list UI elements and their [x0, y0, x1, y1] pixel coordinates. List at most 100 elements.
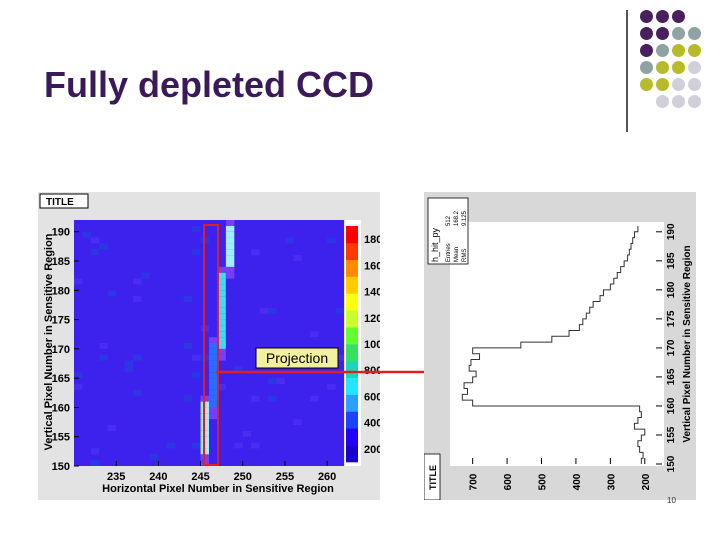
projection-count-ticks: 200 300 400 500 600 700 — [469, 458, 652, 490]
title-divider — [626, 10, 628, 132]
heatmap-noise-cell — [327, 384, 336, 390]
heatmap-noise-cell — [133, 278, 142, 285]
projection-highlight-box — [203, 224, 219, 466]
colorbar-segment — [346, 293, 358, 311]
heatmap-noise-cell — [90, 237, 100, 244]
heatmap-track-cell — [209, 372, 218, 379]
projection-bin-tick-label: 170 — [666, 339, 677, 356]
heatmap-noise-cell — [99, 343, 108, 349]
heatmap-track-cell — [217, 348, 226, 355]
heatmap-noise-cell — [293, 419, 302, 425]
decor-dot — [640, 27, 653, 40]
projection-bin-tick-label: 160 — [666, 397, 677, 414]
colorbar-tick-label: 1000 — [364, 339, 380, 351]
heatmap-y-tick-label: 170 — [52, 344, 70, 356]
heatmap-noise-cell — [251, 395, 260, 402]
decor-dot — [672, 95, 685, 108]
heatmap-noise-cell — [141, 272, 150, 279]
heatmap-track-cell — [225, 266, 235, 273]
projection-bin-tick-label: 180 — [666, 281, 677, 298]
projection-bin-tick-label: 190 — [666, 223, 677, 240]
decor-dot — [656, 10, 669, 23]
heatmap-noise-cell — [183, 395, 193, 402]
heatmap-x-tick-label: 260 — [318, 471, 336, 483]
colorbar-segment — [346, 411, 358, 429]
heatmap-noise-cell — [259, 307, 269, 314]
decor-dot — [672, 27, 685, 40]
heatmap-track-cell — [217, 278, 226, 285]
projection-count-tick-label: 700 — [469, 473, 480, 490]
heatmap-noise-cell — [82, 231, 91, 238]
heatmap-y-axis-label: Vertical Pixel Number in Sensitive Regio… — [43, 233, 55, 450]
projection-bin-ticks: 150 155 160 165 170 175 180 185 190 — [656, 223, 677, 472]
heatmap-track-cell — [209, 389, 218, 396]
stats-hist-name: h_hit_py — [430, 227, 440, 262]
heatmap-track-cell — [209, 348, 218, 355]
colorbar-segment — [346, 242, 358, 261]
colorbar-segment — [346, 428, 358, 446]
heatmap-noise-cell — [133, 296, 142, 302]
projection-chart: 150 155 160 165 170 175 180 185 190 200 300 400 500… — [423, 192, 696, 501]
heatmap-track-cell — [209, 354, 218, 361]
projection-stats-box: h_hit_py Entries 512 Mean 168.2 RMS 9.12… — [427, 197, 469, 265]
heatmap-noise-cell — [183, 343, 193, 349]
heatmap-noise-cell — [74, 278, 83, 285]
heatmap-noise-cell — [192, 354, 201, 361]
stats-label-entries: Entries — [446, 243, 452, 262]
slide-title: Fully depleted CCD — [44, 64, 375, 105]
heatmap-track-cell — [217, 307, 226, 314]
colorbar — [346, 226, 358, 463]
heatmap-noise-cell — [192, 372, 201, 379]
stats-label-mean: Mean — [454, 247, 460, 262]
heatmap-noise-cell — [234, 366, 243, 373]
decor-dot — [656, 78, 669, 91]
heatmap-track-cell — [217, 319, 226, 326]
heatmap-noise-cell — [268, 307, 277, 314]
heatmap-track-cell — [217, 284, 226, 291]
decor-dot — [656, 95, 669, 108]
heatmap-track-cell — [225, 225, 235, 232]
heatmap-noise-cell — [133, 389, 142, 396]
heatmap-noise-cell — [124, 366, 134, 373]
projection-count-tick-label: 200 — [641, 473, 652, 490]
heatmap-y-tick-label: 165 — [52, 373, 70, 385]
colorbar-segment — [346, 360, 358, 379]
projection-panel: 150 155 160 165 170 175 180 185 190 200 300 400 500… — [423, 192, 696, 501]
stats-value-entries: 512 — [446, 215, 452, 226]
heatmap-noise-cell — [327, 237, 336, 244]
colorbar-tick-label: 1600 — [364, 260, 380, 272]
heatmap-noise-cell — [107, 290, 117, 297]
heatmap-track-cell — [225, 255, 235, 261]
colorbar-segment — [346, 394, 358, 412]
heatmap-track-cell — [217, 266, 226, 273]
stats-value-rms: 9.125 — [462, 210, 468, 226]
heatmap-track-cell — [225, 261, 235, 267]
projection-label-box — [255, 347, 339, 369]
heatmap-noise-cell — [251, 442, 260, 449]
colorbar-segment — [346, 327, 358, 345]
heatmap-noise-cell — [90, 448, 100, 455]
heatmap-panel: TITLE 235 240 245 250 255 260 150 155 160 165 170… — [38, 192, 388, 500]
decor-dot — [672, 78, 685, 91]
heatmap-track-cell — [225, 231, 235, 238]
decor-dot — [672, 10, 685, 23]
colorbar-segment — [346, 259, 358, 277]
heatmap-track-cell — [217, 302, 226, 308]
decor-dot — [656, 44, 669, 57]
projection-count-tick-label: 600 — [503, 473, 514, 490]
colorbar-tick-label: 400 — [364, 418, 380, 430]
heatmap-x-tick-label: 250 — [234, 471, 252, 483]
decor-dot — [688, 61, 701, 74]
heatmap-x-axis-label: Horizontal Pixel Number in Sensitive Reg… — [102, 483, 334, 495]
heatmap-noise-cell — [124, 360, 134, 367]
heatmap-track-cell — [225, 243, 235, 250]
decor-dot — [656, 27, 669, 40]
heatmap-y-tick-label: 150 — [52, 461, 70, 473]
heatmap-noise-cell — [74, 384, 83, 390]
heatmap-noise-cell — [251, 249, 260, 256]
projection-count-tick-label: 400 — [572, 473, 583, 490]
heatmap-track-cell — [217, 343, 226, 349]
decor-dot — [640, 78, 653, 91]
projection-count-tick-label: 300 — [606, 473, 617, 490]
